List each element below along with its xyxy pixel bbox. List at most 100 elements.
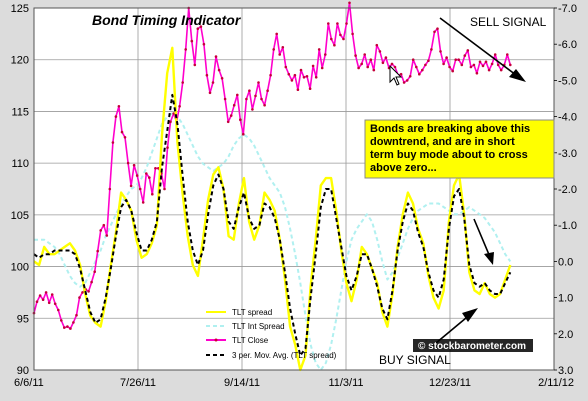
point-marker-tlt-close [47, 301, 51, 305]
point-marker-tlt-close [154, 167, 157, 170]
y-right-tick-label: -6.0 [558, 39, 577, 51]
series-line-tlt-int-spread [34, 112, 512, 371]
point-marker-tlt-close [351, 32, 354, 36]
point-marker-tlt-close [415, 65, 418, 69]
point-marker-tlt-close [354, 54, 357, 57]
point-marker-tlt-close [363, 53, 367, 56]
point-marker-tlt-close [375, 43, 379, 47]
legend-label-moving-avg: 3 per. Mov. Avg. (TLT spread) [232, 351, 337, 360]
point-marker-tlt-close [266, 89, 269, 92]
point-marker-tlt-close [445, 56, 448, 59]
point-marker-tlt-close [275, 32, 279, 36]
buy-signal-label: BUY SIGNAL [379, 353, 451, 367]
series-line-3-per-mov-avg-tlt-spread [33, 93, 512, 357]
point-marker-tlt-close [442, 62, 445, 66]
point-marker-tlt-close [196, 27, 200, 31]
point-marker-tlt-close [393, 65, 397, 69]
point-marker-tlt-close [427, 59, 430, 62]
point-marker-tlt-close [114, 115, 118, 118]
point-marker-tlt-close [339, 33, 342, 37]
point-marker-tlt-close [433, 30, 436, 34]
series-layer [32, 1, 512, 372]
point-marker-tlt-close [281, 46, 285, 49]
point-marker-tlt-close [336, 22, 339, 25]
series-line-tlt-close [33, 1, 512, 330]
point-marker-tlt-close [232, 103, 236, 107]
point-marker-tlt-close [330, 37, 333, 41]
crossover-arrowhead [484, 252, 494, 265]
point-marker-tlt-close [53, 302, 57, 306]
point-marker-tlt-close [251, 108, 254, 111]
point-marker-tlt-close [242, 132, 245, 136]
point-marker-tlt-close [44, 291, 48, 294]
point-marker-tlt-close [148, 176, 151, 179]
point-marker-tlt-close [299, 68, 303, 72]
point-marker-tlt-close [454, 58, 458, 61]
point-marker-tlt-close [478, 60, 482, 64]
point-marker-tlt-close [345, 22, 348, 25]
y-right-tick-label: -1.0 [558, 220, 577, 232]
point-marker-tlt-close [439, 50, 442, 53]
y-left-tick-label: 110 [11, 158, 29, 170]
point-marker-tlt-close [466, 49, 470, 52]
point-marker-tlt-close [93, 270, 96, 274]
point-marker-tlt-close [496, 63, 500, 67]
x-tick-label: 2/11/12 [538, 377, 574, 389]
point-marker-tlt-close [145, 172, 148, 175]
x-tick-label: 9/14/11 [224, 377, 260, 389]
point-marker-tlt-close [199, 25, 203, 28]
point-marker-tlt-close [430, 48, 433, 51]
legend-label-tlt-int-spread: TLT Int Spread [232, 322, 285, 331]
point-marker-tlt-close [402, 81, 406, 84]
y-left-tick-label: 90 [17, 365, 29, 377]
point-marker-tlt-close [102, 223, 106, 227]
point-marker-tlt-close [463, 54, 467, 57]
point-marker-tlt-close [487, 68, 491, 72]
point-marker-tlt-close [60, 319, 63, 322]
y-left-tick-label: 115 [11, 106, 29, 118]
point-marker-tlt-close [421, 68, 424, 72]
legend-label-tlt-close: TLT Close [232, 336, 269, 345]
point-marker-tlt-close [390, 62, 394, 66]
point-marker-tlt-close [190, 39, 194, 43]
point-marker-tlt-close [120, 130, 124, 134]
point-marker-tlt-close [284, 65, 288, 69]
point-marker-tlt-close [311, 64, 315, 68]
y-right-tick-label: 1.0 [558, 293, 573, 305]
point-marker-tlt-close [302, 76, 306, 79]
y-right-tick-label: 0.0 [558, 256, 573, 268]
sell-signal-label: SELL SIGNAL [470, 15, 547, 29]
point-marker-tlt-close [105, 234, 109, 237]
point-marker-tlt-close [66, 325, 69, 328]
plot-area [34, 8, 554, 370]
point-marker-tlt-close [499, 68, 503, 72]
point-marker-tlt-close [305, 75, 309, 78]
point-marker-tlt-close [166, 146, 169, 149]
point-marker-tlt-close [317, 48, 321, 51]
point-marker-tlt-close [41, 298, 45, 302]
point-marker-tlt-close [172, 112, 175, 115]
point-marker-tlt-close [239, 118, 242, 121]
point-marker-tlt-close [193, 63, 197, 67]
point-marker-tlt-close [69, 327, 72, 330]
point-marker-tlt-close [509, 63, 512, 67]
right-axis: -7.0 -6.0 -5.0 -4.0 -3.0 -2.0 -1.0 0.0 1.0 2.0 3.0 [554, 3, 577, 377]
point-marker-tlt-close [506, 53, 509, 56]
point-marker-tlt-close [205, 73, 209, 77]
left-axis: 90 95 100 105 110 115 120 125 [11, 3, 29, 377]
y-left-tick-label: 125 [11, 3, 29, 15]
point-marker-tlt-close [418, 72, 421, 76]
x-axis: 6/6/11 7/26/11 9/14/11 11/3/11 12/23/11 2/11/… [14, 377, 574, 389]
point-marker-tlt-close [342, 37, 345, 41]
point-marker-tlt-close [135, 174, 139, 177]
point-marker-tlt-close [448, 65, 451, 69]
point-marker-tlt-close [254, 94, 257, 98]
point-marker-tlt-close [472, 63, 476, 67]
watermark: © stockbarometer.com [413, 339, 533, 352]
point-marker-tlt-close [214, 55, 218, 58]
y-right-tick-label: -2.0 [558, 184, 577, 196]
point-marker-tlt-close [411, 58, 415, 61]
point-marker-tlt-close [263, 103, 266, 107]
point-marker-tlt-close [381, 61, 385, 65]
